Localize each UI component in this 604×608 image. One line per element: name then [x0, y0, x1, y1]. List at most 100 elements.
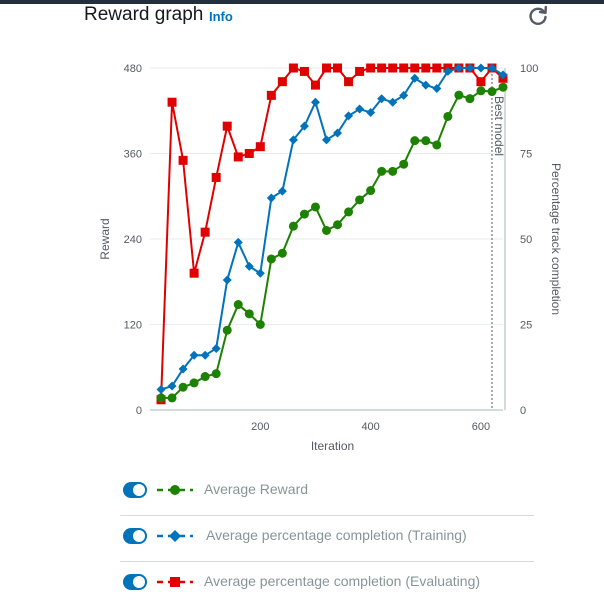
evaluating-point [266, 90, 276, 100]
evaluating-point [322, 63, 331, 73]
evaluating-point [410, 63, 420, 73]
training-toggle[interactable] [123, 528, 147, 544]
legend-item-training: Average percentage completion (Training) [120, 516, 534, 562]
training-point [465, 63, 475, 73]
reward-point [498, 82, 508, 92]
reward-point [299, 209, 309, 219]
reward-point [476, 86, 486, 96]
training-point [487, 63, 497, 73]
y2-tick-label: 25 [520, 320, 532, 332]
training-point [222, 275, 232, 285]
y2-tick-label: 100 [520, 63, 538, 75]
training-point [255, 268, 265, 278]
evaluating-point [222, 121, 232, 131]
info-link[interactable]: Info [209, 9, 233, 24]
x-tick-label: 600 [472, 421, 490, 433]
evaluating-point [299, 66, 309, 76]
reward-point [399, 159, 409, 169]
training-point [200, 350, 210, 360]
reward-point [465, 94, 475, 104]
y-tick-label: 240 [124, 234, 142, 246]
evaluating-point [189, 268, 199, 278]
training-point [498, 70, 508, 80]
y-tick-label: 120 [124, 320, 142, 332]
y-tick-label: 480 [124, 63, 142, 75]
y-tick-label: 360 [124, 149, 142, 161]
square-marker-icon [157, 577, 193, 587]
top-bar [0, 0, 604, 4]
training-point [189, 350, 199, 360]
reward-point [333, 220, 343, 230]
toggle-knob [133, 484, 145, 496]
evaluating-point [344, 77, 354, 87]
reward-point [310, 202, 320, 212]
reward-point [244, 309, 254, 319]
reward-point [377, 166, 387, 176]
training-point [399, 90, 409, 100]
training-point [322, 135, 331, 145]
reward-point [233, 300, 243, 310]
reward-point [388, 166, 398, 176]
training-point [288, 135, 298, 145]
evaluating-point [255, 142, 265, 152]
training-point [299, 121, 309, 131]
toggle-knob [133, 576, 145, 588]
training-point [355, 104, 365, 114]
refresh-icon[interactable] [526, 4, 550, 28]
evaluating-toggle[interactable] [123, 574, 147, 590]
evaluating-point [399, 63, 409, 73]
reward-point [443, 111, 453, 121]
reward-point [421, 136, 431, 146]
legend-label: Average Reward [204, 481, 309, 497]
reward-point [454, 90, 464, 100]
y-axis-title: Reward [98, 218, 112, 259]
reward-point [432, 140, 442, 150]
legend-label: Average percentage completion (Training) [206, 527, 467, 543]
divider [120, 561, 534, 562]
training-point [377, 94, 387, 104]
y-tick-label: 0 [136, 405, 142, 417]
training-point [388, 97, 398, 107]
training-point [211, 343, 221, 353]
training-point [266, 193, 276, 203]
reward-point [266, 254, 276, 264]
reward-series-line [161, 86, 504, 399]
training-point [178, 364, 188, 374]
page-title: Reward graph [84, 4, 204, 25]
reward-point [211, 369, 221, 379]
reward-toggle[interactable] [123, 482, 147, 498]
reward-point [487, 87, 497, 97]
evaluating-point [310, 80, 320, 90]
reward-point [222, 325, 232, 335]
reward-point [189, 378, 199, 388]
evaluating-point [288, 63, 298, 73]
reward-point [366, 186, 376, 196]
reward-point [322, 225, 331, 235]
evaluating-point [432, 63, 442, 73]
evaluating-point [377, 63, 387, 73]
reward-point [255, 320, 265, 329]
x-tick-label: 400 [361, 421, 379, 433]
y2-tick-label: 75 [520, 149, 532, 161]
training-point [156, 384, 166, 394]
reward-point [277, 248, 287, 258]
training-point [333, 128, 343, 138]
header: Reward graph Info [0, 4, 604, 44]
divider [120, 515, 534, 516]
reward-point [355, 195, 365, 205]
training-series-line [160, 67, 504, 391]
training-point [454, 63, 464, 73]
evaluating-point [366, 63, 376, 73]
training-point [432, 84, 442, 94]
training-point [244, 261, 254, 271]
training-point [167, 381, 177, 391]
reward-point [156, 393, 166, 403]
legend-label: Average percentage completion (Evaluatin… [204, 573, 481, 589]
evaluating-point [200, 227, 210, 237]
reward-point [167, 393, 177, 403]
training-point [277, 186, 287, 196]
reward-point [200, 372, 210, 382]
y2-axis-title: Percentage track completion [549, 163, 563, 315]
evaluating-point [233, 152, 243, 162]
evaluating-point [333, 63, 343, 73]
